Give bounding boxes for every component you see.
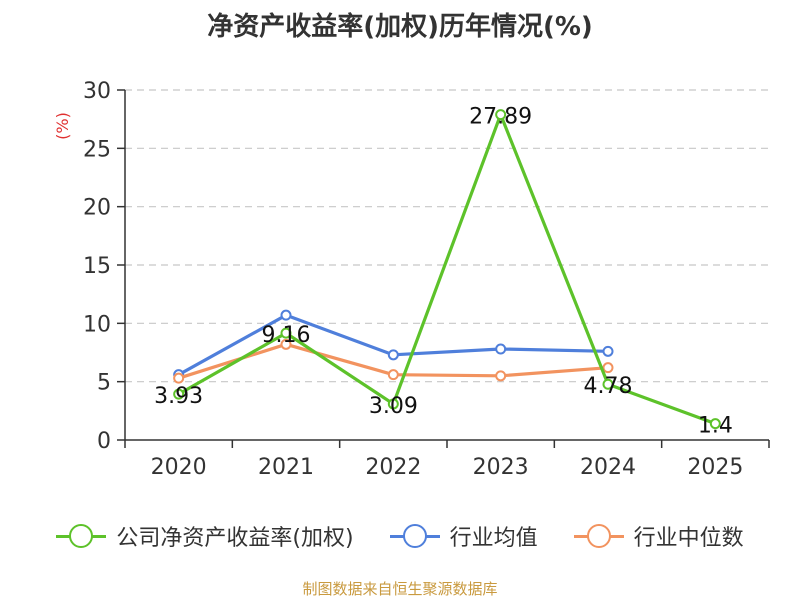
series-1-point-2022 xyxy=(387,349,399,361)
legend-label-industry-median: 行业中位数 xyxy=(633,526,744,551)
series-2-point-2024 xyxy=(602,362,614,374)
data-label-2020: 3.93 xyxy=(154,384,203,409)
series-line-1 xyxy=(177,313,609,377)
series-1-point-2024 xyxy=(602,345,614,357)
legend-swatch-industry-median xyxy=(573,524,624,548)
y-tick-label-15: 15 xyxy=(83,254,111,279)
legend-item-industry-median[interactable]: 行业中位数 xyxy=(573,520,744,552)
y-tick-label-0: 0 xyxy=(97,429,111,454)
x-tick-label-2023: 2023 xyxy=(473,455,529,480)
legend: 公司净资产收益率(加权) 行业均值 行业中位数 xyxy=(0,520,800,552)
grid-lines xyxy=(125,89,769,383)
data-label-2025: 1.4 xyxy=(698,414,733,439)
series-0-point-2020 xyxy=(173,388,185,400)
data-label-2023: 27.89 xyxy=(469,105,532,130)
x-tick-label-2022: 2022 xyxy=(365,455,421,480)
legend-item-company[interactable]: 公司净资产收益率(加权) xyxy=(56,520,354,552)
series-2-point-2020 xyxy=(173,372,185,384)
series-2-point-2021 xyxy=(280,338,292,350)
data-labels: 3.93 9.16 3.09 27.89 4.78 1.4 xyxy=(154,105,733,439)
series-line-0 xyxy=(177,113,716,426)
series-1-point-2023 xyxy=(495,343,507,355)
data-label-2022: 3.09 xyxy=(369,394,418,419)
legend-item-industry-mean[interactable]: 行业均值 xyxy=(389,520,538,552)
series-1-point-2021 xyxy=(280,309,292,321)
series-2-point-2022 xyxy=(387,369,399,381)
series-group xyxy=(173,109,721,430)
legend-swatch-industry-mean xyxy=(389,524,440,548)
legend-label-company: 公司净资产收益率(加权) xyxy=(116,526,354,551)
x-tick-label-2025: 2025 xyxy=(687,455,743,480)
y-tick-label-25: 25 xyxy=(83,137,111,162)
x-tick-label-2020: 2020 xyxy=(151,455,207,480)
series-0-point-2025 xyxy=(709,418,721,430)
legend-swatch-company xyxy=(56,524,107,548)
legend-label-industry-mean: 行业均值 xyxy=(449,526,538,551)
data-label-2021: 9.16 xyxy=(262,323,311,348)
source-note: 制图数据来自恒生聚源数据库 xyxy=(302,580,498,598)
series-2-point-2023 xyxy=(495,370,507,382)
y-tick-label-10: 10 xyxy=(83,312,111,337)
y-tick-label-5: 5 xyxy=(97,371,111,396)
series-0-point-2022 xyxy=(387,398,399,410)
y-tick-label-20: 20 xyxy=(83,196,111,221)
data-label-2024: 4.78 xyxy=(584,374,633,399)
x-tick-label-2024: 2024 xyxy=(580,455,636,480)
y-tick-label-30: 30 xyxy=(83,79,111,104)
x-tick-label-2021: 2021 xyxy=(258,455,314,480)
series-0-point-2023 xyxy=(495,109,507,121)
series-0-point-2021 xyxy=(280,327,292,339)
series-0-point-2024 xyxy=(602,378,614,390)
chart-title: 净资产收益率(加权)历年情况(%) xyxy=(207,12,593,42)
y-axis-label: (%) xyxy=(53,112,72,140)
